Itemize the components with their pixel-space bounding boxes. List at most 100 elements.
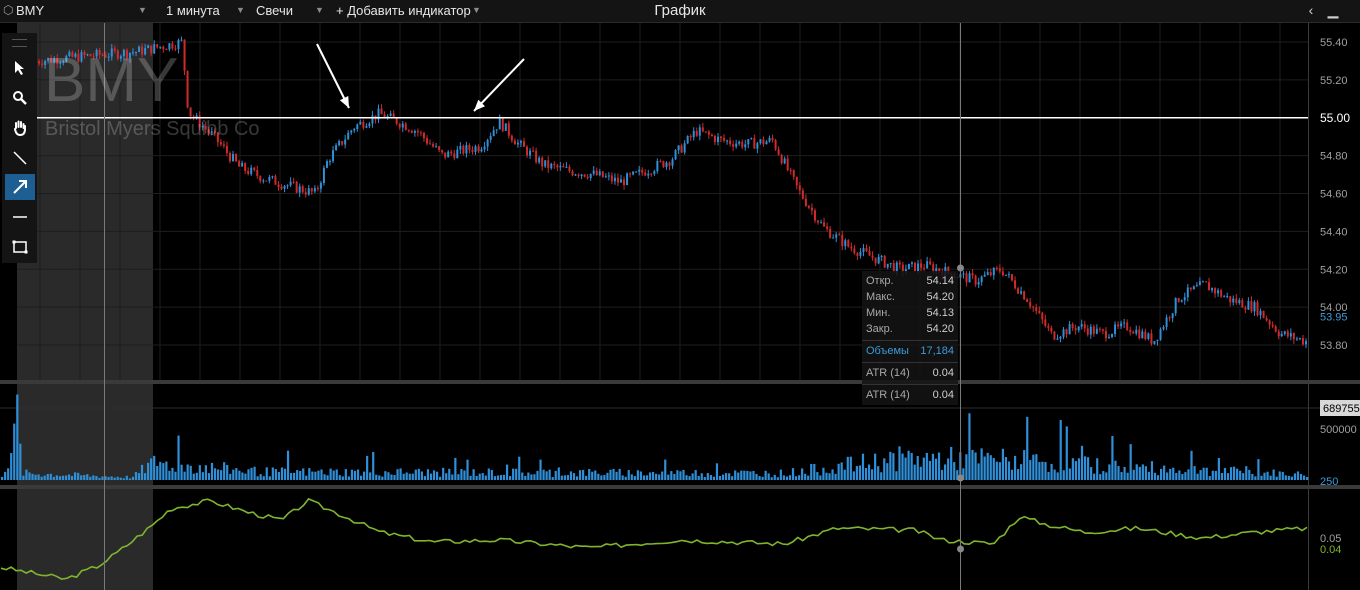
volume-bar xyxy=(274,469,277,480)
candle-body xyxy=(526,146,529,156)
volume-bar xyxy=(250,467,253,480)
volume-bar xyxy=(156,465,159,480)
chart-area[interactable]: 55.40 55.20 55.00 54.80 54.60 54.40 54.20 54.00… xyxy=(0,23,1360,590)
volume-bar xyxy=(402,473,405,480)
volume-bar xyxy=(968,413,971,480)
candle-body xyxy=(892,263,895,272)
chevron-down-icon: ▼ xyxy=(315,5,324,15)
candle-body xyxy=(671,159,674,166)
candle xyxy=(741,139,744,150)
candle xyxy=(83,50,86,59)
volume-bar xyxy=(159,461,162,480)
candle-body xyxy=(765,141,768,145)
price-tick-label: 55.00 xyxy=(1320,111,1350,125)
candle-body xyxy=(356,124,359,129)
volume-bar xyxy=(767,473,770,480)
volume-bar xyxy=(831,469,834,480)
volume-bar xyxy=(1077,458,1081,480)
candle-body xyxy=(1223,296,1226,298)
volume-bar xyxy=(1232,466,1236,480)
candle-body xyxy=(838,234,841,236)
horizontal-line-tool[interactable] xyxy=(5,204,35,230)
candle-body xyxy=(729,140,732,145)
candle-body xyxy=(732,144,735,147)
candle xyxy=(701,122,704,133)
volume-bar xyxy=(807,475,810,480)
candle-body xyxy=(310,188,313,192)
hand-tool[interactable] xyxy=(5,115,35,141)
candle-body xyxy=(122,49,125,57)
candle xyxy=(456,146,459,159)
candle xyxy=(1074,324,1077,335)
volume-bar xyxy=(1059,419,1062,480)
candle xyxy=(1050,325,1053,335)
volume-bar xyxy=(977,463,980,480)
candle-body xyxy=(1068,324,1071,335)
candle xyxy=(92,53,95,60)
candle xyxy=(616,173,619,187)
volume-bar xyxy=(74,472,77,480)
candle xyxy=(1111,333,1114,339)
candle xyxy=(619,174,622,183)
candle xyxy=(1204,281,1207,283)
candle-body xyxy=(183,39,186,71)
candle-body xyxy=(1295,338,1298,340)
candle-body xyxy=(335,145,338,151)
minimize-button[interactable]: ▁ xyxy=(1324,0,1342,22)
volume-bar xyxy=(709,475,712,480)
candle-body xyxy=(771,137,774,140)
candle-body xyxy=(480,149,483,152)
candle-body xyxy=(256,169,259,177)
candle xyxy=(265,180,268,182)
toolbar-grip-icon xyxy=(12,39,27,47)
volume-bar xyxy=(268,476,271,480)
candle-body xyxy=(50,57,53,63)
candle xyxy=(550,162,553,170)
candle-body xyxy=(1301,338,1304,345)
candle xyxy=(207,126,210,137)
volume-bar xyxy=(624,476,627,480)
volume-bar xyxy=(128,478,131,480)
candle-body xyxy=(595,170,598,176)
volume-bar xyxy=(849,456,852,480)
volume-bar xyxy=(1038,462,1041,480)
line-tool[interactable] xyxy=(5,145,35,171)
volume-bar xyxy=(816,472,819,480)
candle xyxy=(1220,288,1223,298)
candle-body xyxy=(501,117,504,131)
volume-bar xyxy=(381,476,384,480)
volume-bar xyxy=(1007,461,1011,480)
candle xyxy=(1174,297,1177,317)
chart-type-selector[interactable]: Свечи ▼ xyxy=(242,0,324,22)
volume-bar xyxy=(1044,462,1047,480)
volume-bar xyxy=(344,469,347,480)
candle xyxy=(795,176,798,190)
candle xyxy=(1150,329,1153,346)
volume-bar xyxy=(220,470,223,480)
zoom-tool[interactable] xyxy=(5,85,35,111)
candle-body xyxy=(174,48,177,50)
volume-bar xyxy=(661,471,664,480)
candle xyxy=(844,238,847,250)
arrow-tool[interactable] xyxy=(5,174,35,200)
volume-bar xyxy=(1093,473,1096,480)
interval-selector[interactable]: 1 минута ▼ xyxy=(150,0,245,22)
cursor-tool[interactable] xyxy=(5,55,35,81)
candle xyxy=(1271,321,1274,329)
candle xyxy=(607,172,610,181)
candle xyxy=(332,145,335,164)
volume-bar xyxy=(235,468,238,480)
volume-bar xyxy=(70,476,74,480)
rectangle-tool[interactable] xyxy=(5,234,35,260)
candle xyxy=(1138,325,1141,340)
volume-bar xyxy=(813,463,816,480)
add-indicator-button[interactable]: + Добавить индикатор ▼ xyxy=(324,0,482,22)
symbol-selector[interactable]: ⬡ BMY ▼ xyxy=(0,0,150,22)
back-button[interactable]: ‹ xyxy=(1302,0,1320,22)
candle xyxy=(80,49,83,63)
candle-body xyxy=(529,150,532,156)
volume-bar xyxy=(180,464,183,480)
volume-bar xyxy=(162,463,165,480)
volume-bar xyxy=(460,469,463,480)
candle-body xyxy=(1208,282,1211,291)
